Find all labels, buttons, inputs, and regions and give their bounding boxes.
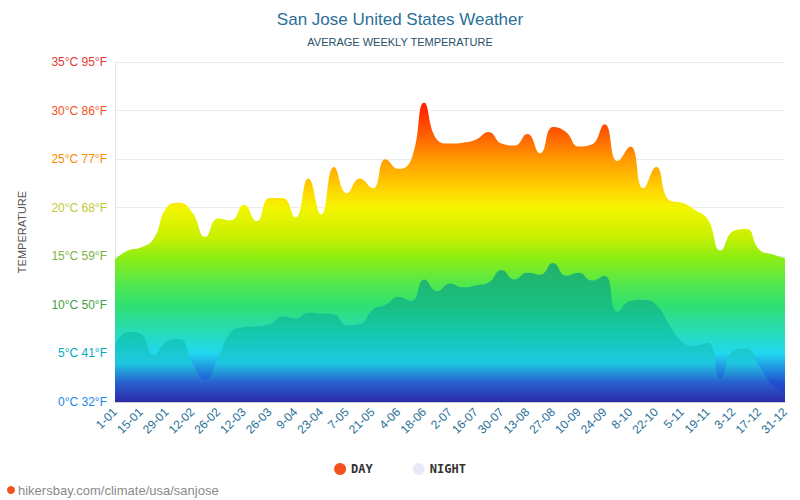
- svg-text:DAY: DAY: [351, 462, 373, 476]
- svg-text:0°C 32°F: 0°C 32°F: [58, 395, 107, 409]
- svg-text:10°C 50°F: 10°C 50°F: [51, 298, 107, 312]
- svg-text:San Jose United States Weather: San Jose United States Weather: [277, 10, 524, 29]
- svg-text:30-07: 30-07: [475, 405, 507, 437]
- svg-text:15-01: 15-01: [114, 405, 146, 437]
- svg-text:16-07: 16-07: [449, 405, 481, 437]
- svg-text:hikersbay.com/climate/usa/sanj: hikersbay.com/climate/usa/sanjose: [18, 483, 219, 498]
- svg-text:3-12: 3-12: [711, 405, 739, 432]
- svg-text:31-12: 31-12: [758, 405, 790, 437]
- svg-text:21-05: 21-05: [346, 405, 378, 437]
- svg-text:8-10: 8-10: [608, 405, 636, 432]
- svg-text:12-03: 12-03: [217, 405, 249, 437]
- svg-text:2-07: 2-07: [428, 405, 455, 432]
- svg-text:30°C 86°F: 30°C 86°F: [51, 104, 107, 118]
- svg-text:17-12: 17-12: [733, 405, 765, 437]
- svg-text:27-08: 27-08: [526, 405, 558, 437]
- svg-text:18-06: 18-06: [398, 405, 430, 437]
- svg-text:26-02: 26-02: [191, 405, 223, 437]
- svg-text:25°C 77°F: 25°C 77°F: [51, 152, 107, 166]
- svg-text:24-09: 24-09: [578, 405, 610, 437]
- svg-text:20°C 68°F: 20°C 68°F: [51, 201, 107, 215]
- svg-text:TEMPERATURE: TEMPERATURE: [16, 191, 28, 273]
- svg-text:9-04: 9-04: [273, 405, 301, 432]
- svg-text:23-04: 23-04: [295, 405, 327, 437]
- svg-text:15°C 59°F: 15°C 59°F: [51, 249, 107, 263]
- svg-text:NIGHT: NIGHT: [430, 462, 466, 476]
- svg-text:10-09: 10-09: [552, 405, 584, 437]
- svg-text:5-11: 5-11: [660, 405, 687, 432]
- svg-text:7-05: 7-05: [325, 405, 352, 432]
- svg-text:26-03: 26-03: [243, 405, 275, 437]
- svg-text:29-01: 29-01: [140, 405, 172, 437]
- svg-text:35°C 95°F: 35°C 95°F: [51, 55, 107, 69]
- svg-text:19-11: 19-11: [682, 405, 713, 436]
- svg-text:4-06: 4-06: [376, 405, 404, 432]
- svg-text:13-08: 13-08: [501, 405, 533, 437]
- svg-text:5°C 41°F: 5°C 41°F: [58, 346, 107, 360]
- svg-text:12-02: 12-02: [166, 405, 198, 437]
- svg-text:AVERAGE WEEKLY TEMPERATURE: AVERAGE WEEKLY TEMPERATURE: [307, 36, 492, 48]
- svg-text:22-10: 22-10: [630, 405, 662, 437]
- svg-text:1-01: 1-01: [93, 405, 120, 432]
